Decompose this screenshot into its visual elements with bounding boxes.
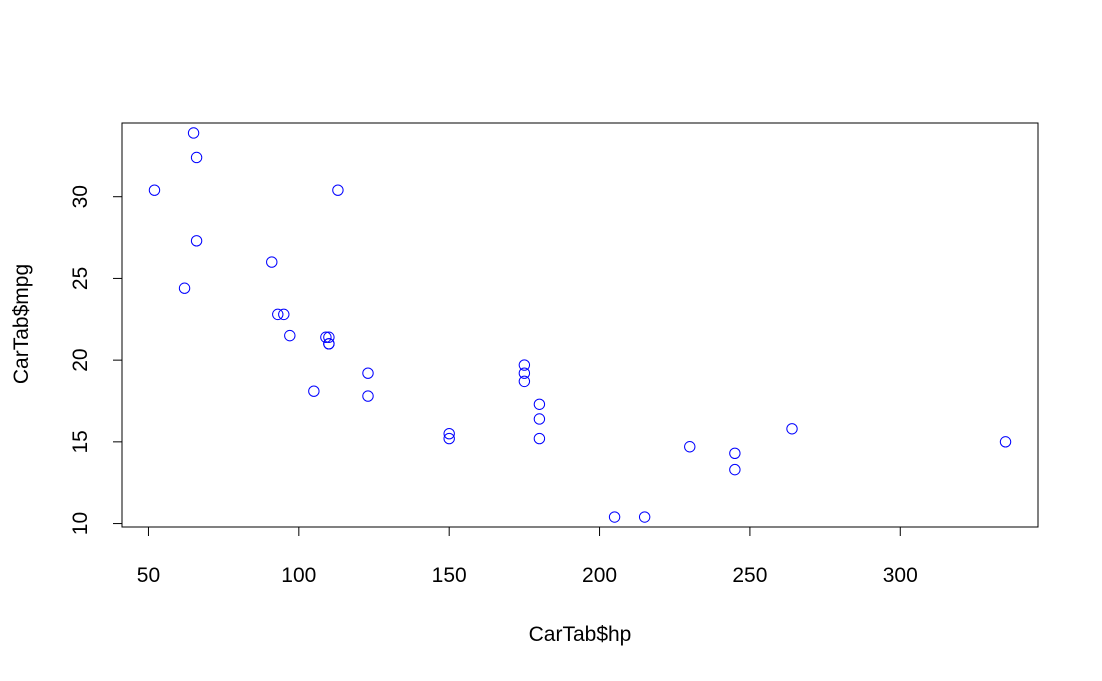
data-points xyxy=(148,127,1012,523)
data-point xyxy=(518,375,531,388)
data-point xyxy=(190,151,203,164)
data-point xyxy=(148,184,161,196)
data-point xyxy=(320,331,332,343)
data-point xyxy=(362,390,374,402)
data-point xyxy=(729,463,741,476)
y-axis: 10 15 20 25 30 xyxy=(69,185,123,535)
data-point xyxy=(443,427,455,440)
x-axis-title: CarTab$hp xyxy=(529,623,632,646)
data-point xyxy=(278,308,290,321)
x-tick-label: 300 xyxy=(883,564,918,587)
data-point xyxy=(323,331,335,343)
x-tick-label: 50 xyxy=(137,564,160,587)
data-point xyxy=(284,329,296,342)
plot-frame xyxy=(121,122,1039,528)
data-point xyxy=(999,436,1012,448)
data-point xyxy=(187,127,200,139)
data-point xyxy=(272,308,284,321)
x-tick-label: 250 xyxy=(732,564,767,587)
x-tick-label: 200 xyxy=(582,564,617,587)
data-point xyxy=(786,423,798,435)
data-point xyxy=(684,441,696,453)
y-axis-title: CarTab$mpg xyxy=(10,264,33,384)
data-point xyxy=(533,398,546,410)
data-point xyxy=(638,511,651,523)
data-point xyxy=(443,432,455,445)
data-point xyxy=(190,235,203,247)
data-point xyxy=(332,184,344,196)
data-point xyxy=(518,359,531,371)
data-point xyxy=(518,367,531,379)
data-point xyxy=(533,413,546,425)
x-tick-label: 100 xyxy=(281,564,316,587)
data-point xyxy=(178,282,191,294)
x-axis: 50 100 150 200 250 300 xyxy=(137,526,918,587)
y-tick-label: 20 xyxy=(69,348,92,371)
data-point xyxy=(308,385,320,397)
data-point xyxy=(608,511,621,523)
y-tick-label: 15 xyxy=(69,430,92,453)
data-point xyxy=(323,338,335,350)
data-point xyxy=(533,432,546,445)
data-point xyxy=(266,256,278,268)
data-point xyxy=(362,367,374,379)
x-tick-label: 150 xyxy=(432,564,467,587)
y-tick-label: 25 xyxy=(69,267,92,290)
y-tick-label: 10 xyxy=(69,512,92,535)
data-point xyxy=(729,447,741,459)
y-tick-label: 30 xyxy=(69,185,92,208)
